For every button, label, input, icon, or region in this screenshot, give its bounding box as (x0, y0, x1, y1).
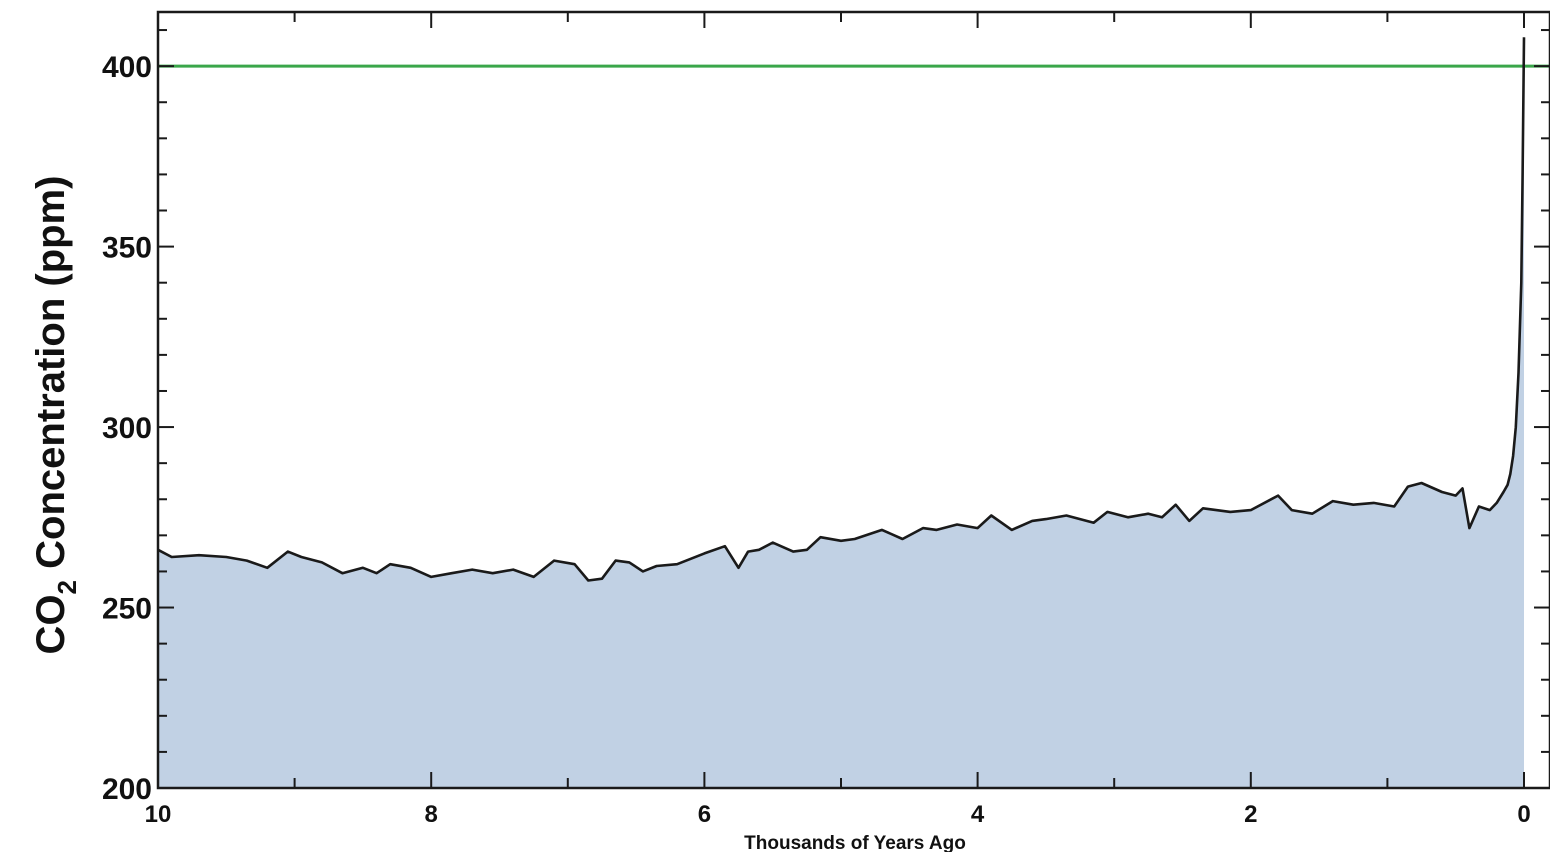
x-tick-label: 2 (1244, 801, 1257, 828)
axes-layer: 200 250 300 350 400 10 8 6 4 2 0 (102, 10, 1550, 828)
x-tick-label: 4 (971, 801, 985, 828)
x-tick-label: 6 (698, 801, 711, 828)
x-tick-label: 10 (145, 801, 172, 828)
y-tick-label: 400 (102, 51, 152, 84)
plot-layer (157, 37, 1550, 789)
x-tick-label: 0 (1517, 801, 1530, 828)
x-axis-title: Thousands of Years Ago (744, 833, 966, 852)
y-tick-label: 250 (102, 593, 152, 626)
y-axis-title: CO2 Concentration (ppm) (29, 176, 82, 655)
x-tick-label: 8 (425, 801, 438, 828)
y-tick-label: 350 (102, 232, 152, 265)
y-tick-label: 200 (102, 773, 152, 806)
co2-series-line (157, 37, 1526, 582)
plot-frame (156, 10, 1550, 790)
y-axis-title-prefix: CO (29, 594, 73, 654)
y-axis-title-suffix: Concentration (ppm) (29, 176, 73, 580)
y-axis-title-subscript: 2 (52, 580, 82, 594)
y-tick-label: 300 (102, 412, 152, 445)
co2-area-fill (158, 37, 1524, 789)
labels-layer: Thousands of Years Ago CO2 Concentration… (29, 176, 966, 852)
